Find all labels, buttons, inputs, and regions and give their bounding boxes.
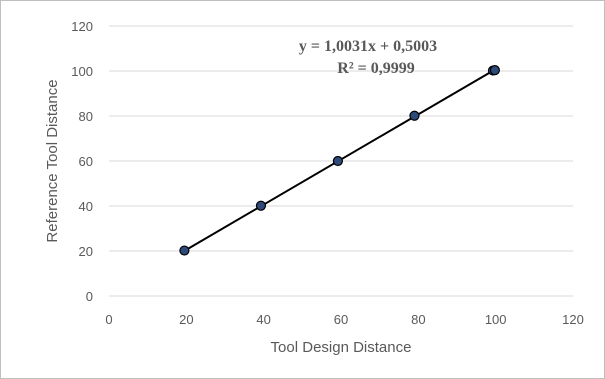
- x-tick-labels: 0 20 40 60 80 100 120: [105, 312, 583, 327]
- x-tick-label: 100: [485, 312, 507, 327]
- y-tick-label: 120: [71, 19, 93, 34]
- x-axis-title: Tool Design Distance: [271, 339, 412, 356]
- data-point: [332, 155, 344, 167]
- data-point: [179, 245, 190, 256]
- y-tick-label: 0: [86, 289, 93, 304]
- x-tick-label: 120: [562, 312, 584, 327]
- y-tick-label: 100: [71, 64, 93, 79]
- y-tick-label: 40: [79, 199, 93, 214]
- trendline-equation: y = 1,0031x + 0,5003: [299, 38, 437, 55]
- y-tick-label: 80: [79, 109, 93, 124]
- x-tick-label: 20: [179, 312, 193, 327]
- r-squared-label: R² = 0,9999: [337, 60, 414, 77]
- y-tick-label: 60: [79, 154, 93, 169]
- x-tick-label: 60: [334, 312, 348, 327]
- data-point: [409, 110, 420, 121]
- x-tick-label: 80: [411, 312, 425, 327]
- data-point: [255, 200, 267, 211]
- x-tick-label: 40: [256, 312, 270, 327]
- x-tick-label: 0: [105, 312, 112, 327]
- y-tick-label: 20: [79, 244, 93, 259]
- data-point: [489, 64, 500, 76]
- y-axis-title: Reference Tool Distance: [44, 79, 61, 242]
- data-points: [179, 64, 500, 256]
- y-tick-labels: 0 20 40 60 80 100 120: [71, 19, 93, 304]
